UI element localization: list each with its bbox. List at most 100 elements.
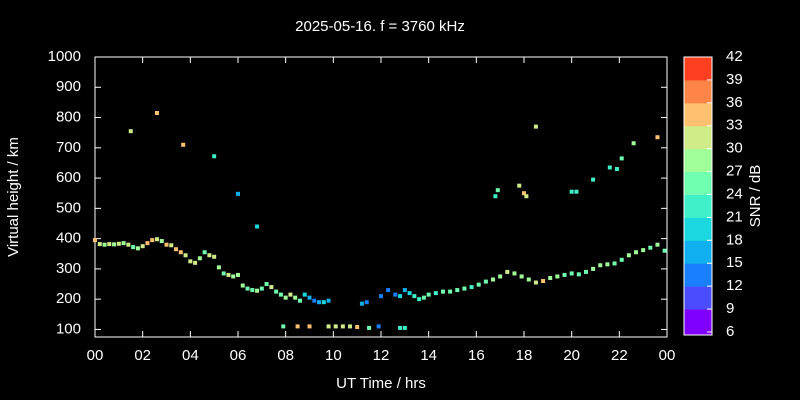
point — [307, 324, 312, 329]
y-tick-label: 700 — [56, 139, 81, 156]
point — [221, 271, 226, 276]
y-tick-label: 1000 — [48, 48, 81, 65]
point — [317, 300, 322, 305]
point — [379, 294, 383, 299]
colorbar-band — [684, 57, 712, 81]
point — [297, 298, 302, 303]
point — [605, 262, 610, 267]
point — [250, 288, 255, 293]
point — [407, 291, 412, 296]
point — [202, 250, 207, 255]
point — [212, 154, 217, 159]
point — [264, 282, 269, 287]
point — [619, 257, 624, 262]
point — [188, 259, 193, 264]
point — [583, 269, 588, 274]
point — [348, 324, 353, 329]
point — [236, 191, 240, 196]
point — [398, 325, 403, 330]
point — [321, 300, 326, 305]
point — [281, 324, 286, 329]
y-tick-label: 600 — [56, 169, 81, 186]
point — [193, 260, 198, 265]
point — [433, 291, 438, 296]
point — [455, 288, 460, 293]
point — [159, 239, 164, 244]
point — [591, 266, 596, 271]
point — [212, 254, 217, 259]
point — [648, 245, 653, 250]
y-tick-label: 900 — [56, 78, 81, 95]
point — [512, 271, 517, 276]
colorbar-band — [684, 263, 712, 287]
point — [614, 167, 619, 171]
point — [164, 242, 169, 247]
point — [240, 283, 245, 288]
point — [576, 272, 581, 277]
chart-title: 2025-05-16. f = 3760 kHz — [295, 18, 465, 35]
colorbar-band — [684, 286, 712, 310]
point — [631, 141, 636, 146]
point — [569, 271, 574, 276]
colorbar-tick-label: 39 — [726, 71, 743, 88]
point — [522, 191, 526, 196]
colorbar-band — [684, 240, 712, 264]
x-axis-label: UT Time / hrs — [336, 375, 426, 392]
point — [548, 275, 553, 280]
point — [367, 325, 372, 330]
colorbar-tick-label: 6 — [726, 323, 734, 340]
point — [505, 269, 510, 274]
point — [269, 285, 274, 290]
x-tick-label: 12 — [373, 347, 390, 364]
point — [295, 324, 300, 329]
y-tick-label: 300 — [56, 260, 81, 277]
point — [662, 248, 667, 253]
point — [302, 292, 307, 297]
point — [226, 272, 231, 277]
point — [426, 292, 431, 297]
point — [612, 261, 617, 266]
colorbar-frame — [683, 56, 713, 336]
point — [655, 242, 660, 247]
colorbar-tick-label: 15 — [726, 254, 743, 271]
point — [495, 188, 500, 193]
colorbar-tick-label: 24 — [726, 185, 743, 202]
point — [97, 242, 102, 247]
point — [154, 237, 159, 242]
colorbar-tick-label: 12 — [726, 277, 743, 294]
point — [126, 242, 131, 247]
y-tick-label: 800 — [56, 109, 81, 126]
point — [555, 274, 560, 279]
point — [245, 286, 250, 291]
point — [340, 324, 345, 329]
point — [393, 292, 398, 297]
point — [231, 274, 236, 279]
point — [169, 243, 174, 248]
point — [355, 325, 360, 330]
y-tick-label: 500 — [56, 199, 81, 216]
point — [493, 194, 498, 199]
point — [448, 289, 453, 294]
point — [236, 272, 240, 277]
point — [121, 241, 126, 246]
point — [376, 324, 381, 329]
point — [174, 247, 179, 252]
point — [386, 288, 391, 293]
y-axis-label: Virtual height / km — [5, 137, 22, 257]
point — [197, 256, 202, 261]
point — [476, 282, 481, 287]
colorbar-tick-label: 18 — [726, 231, 743, 248]
x-tick-label: 18 — [516, 347, 533, 364]
point — [307, 295, 312, 300]
x-tick-label: 06 — [230, 347, 247, 364]
point — [469, 285, 474, 290]
point — [333, 324, 338, 329]
point — [498, 274, 503, 279]
point — [417, 297, 422, 302]
point — [293, 295, 298, 300]
point — [491, 277, 496, 282]
point — [574, 189, 579, 194]
colorbar-band — [684, 171, 712, 195]
point — [562, 272, 567, 277]
point — [288, 292, 293, 297]
